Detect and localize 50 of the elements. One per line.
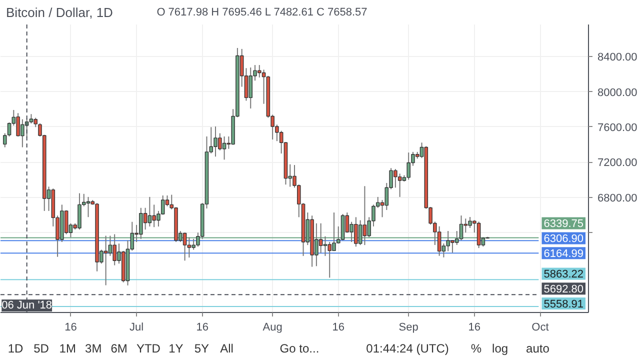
- text: 5D: [34, 342, 50, 356]
- ref-line-label: 6339.75: [544, 218, 584, 230]
- candlestick: [187, 236, 192, 258]
- candlestick: [437, 226, 442, 256]
- ref-line-label: 5692.80: [544, 284, 584, 296]
- x-tick-label: 16: [64, 322, 77, 334]
- x-tick-label: Aug: [262, 322, 282, 334]
- candlestick: [29, 114, 34, 124]
- text: 1M: [59, 342, 76, 356]
- candlestick: [362, 186, 367, 246]
- candlestick: [248, 67, 253, 109]
- x-tick-label: 16: [196, 322, 208, 334]
- candlestick: [318, 222, 323, 254]
- text: log: [492, 342, 508, 356]
- ref-line-label: 6306.90: [544, 233, 584, 246]
- text: YTD: [136, 342, 161, 356]
- ref-line-label: 06 Jun '18: [2, 300, 52, 312]
- chart-title: Bitcoin / Dollar, 1D: [6, 5, 113, 20]
- candlestick: [143, 207, 148, 230]
- x-tick-label: 16: [332, 322, 345, 334]
- ref-line-label: 6164.99: [544, 248, 584, 260]
- y-tick-label: 8000.00: [598, 86, 638, 99]
- text: 01:44:24 (UTC): [366, 342, 449, 356]
- text: %: [470, 342, 482, 356]
- y-tick-label: 7600.00: [598, 122, 638, 134]
- text: Go to...: [280, 342, 320, 356]
- candlestick: [104, 235, 108, 286]
- x-tick-label: 16: [468, 322, 481, 334]
- x-tick-label: Jul: [130, 322, 144, 334]
- candlestick: [3, 132, 7, 148]
- candlestick: [476, 221, 481, 249]
- ref-line-label: 5863.22: [544, 268, 584, 281]
- text: O 7617.98 H 7695.46 L 7482.61 C 7658.57: [156, 6, 368, 18]
- text: All: [220, 342, 234, 356]
- y-tick-label: 8400.00: [598, 52, 638, 64]
- text: 1D: [8, 342, 24, 356]
- candlestick: [398, 173, 402, 198]
- candlestick: [148, 196, 152, 227]
- y-tick-label: 6800.00: [598, 192, 638, 204]
- x-tick-label: Sep: [398, 322, 418, 334]
- candlestick: [182, 232, 187, 262]
- ref-line-label: 5558.91: [544, 298, 584, 311]
- text: 6M: [110, 342, 128, 356]
- text: 1Y: [168, 342, 184, 356]
- text: 5Y: [194, 342, 210, 356]
- candlestick: [86, 196, 90, 218]
- text: 3M: [85, 342, 102, 356]
- text: auto: [526, 342, 550, 356]
- x-tick-label: Oct: [532, 322, 549, 334]
- y-tick-label: 7200.00: [598, 157, 638, 170]
